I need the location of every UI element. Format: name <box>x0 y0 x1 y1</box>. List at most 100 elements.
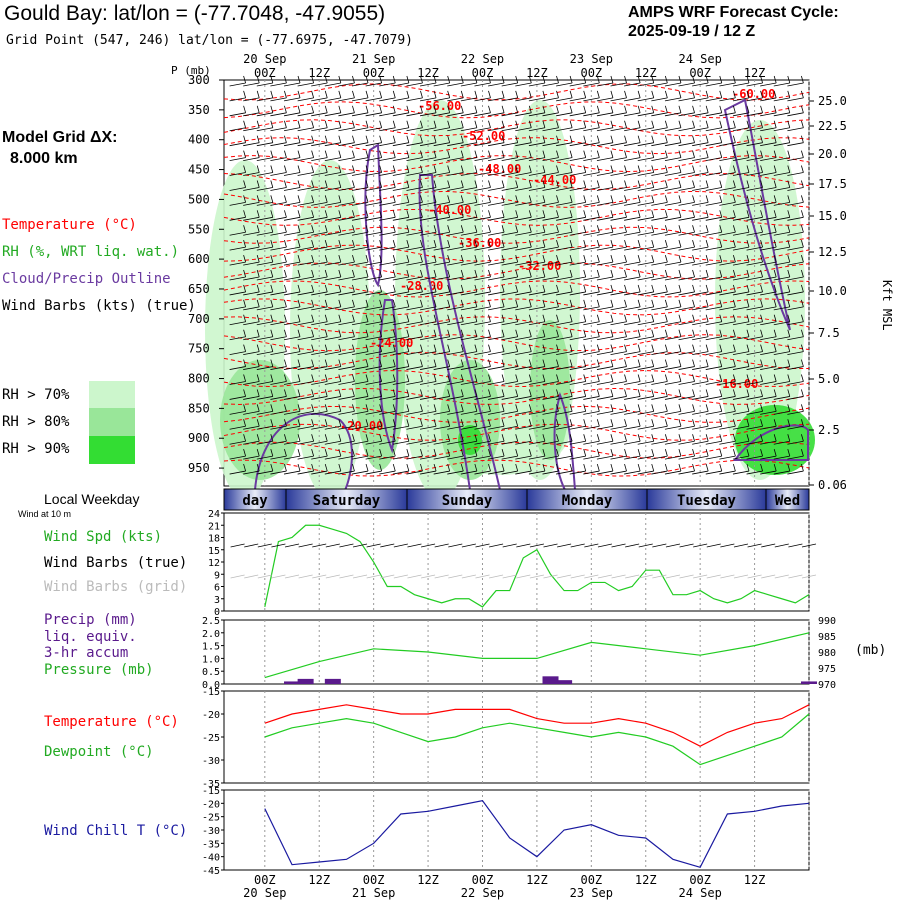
wind-barb <box>732 455 750 460</box>
wind-barb-flag <box>651 210 655 218</box>
wind-barb-flag <box>787 374 791 382</box>
wind-barb <box>283 261 301 266</box>
wind-barb <box>692 231 709 236</box>
wind-barb-flag <box>474 180 478 188</box>
wind-barb-flag <box>447 314 451 322</box>
wind-barb <box>705 172 722 176</box>
wind-barb-flag <box>610 105 614 113</box>
wind-barb-flag <box>501 105 505 113</box>
wind-barb <box>664 231 682 236</box>
wind-barb-flag <box>420 299 423 307</box>
wind-barb-flag <box>664 180 668 188</box>
wind-barb <box>283 425 301 430</box>
wind-barb-flag <box>406 210 410 218</box>
wind-barb <box>746 306 763 311</box>
wind-barb-flag <box>801 240 804 248</box>
wind-barb-flag <box>746 225 750 233</box>
wind-barb <box>229 470 246 475</box>
wind-barb <box>624 410 641 415</box>
wind-barb-flag <box>678 434 682 442</box>
wind-barb-flag <box>637 344 641 352</box>
wind-barb <box>488 381 505 385</box>
wind-barb-flag <box>297 105 301 113</box>
wind-barb <box>365 127 382 132</box>
pressure-tick-label: 600 <box>188 252 210 266</box>
wind-barb-flag <box>528 449 532 457</box>
wind-barb-flag <box>270 284 274 293</box>
wind-barb <box>692 425 709 430</box>
wind-barb <box>433 291 450 296</box>
wind-barb-flag <box>338 269 342 278</box>
wind-barb-flag <box>596 389 600 397</box>
wind-barb-flag <box>447 240 451 248</box>
grid-wind-barb <box>420 574 436 579</box>
wind-barb <box>569 306 586 311</box>
wind-barb <box>515 142 532 147</box>
wind-barb-flag <box>664 299 668 307</box>
wind-barb <box>542 321 559 326</box>
wind-barb-flag <box>284 344 287 352</box>
wind-barb <box>569 291 586 296</box>
wind-barb <box>433 321 450 326</box>
wind-barb-flag <box>719 165 723 173</box>
wind-barb <box>474 276 491 281</box>
wind-barb <box>556 246 573 251</box>
wind-barb-flag <box>583 135 587 143</box>
wind-barb <box>664 351 682 356</box>
wind-barb-flag <box>270 135 274 143</box>
pressure-tick-label: 985 <box>818 632 836 643</box>
wind-barb <box>270 336 287 341</box>
wind-barb-flag <box>760 180 763 188</box>
wind-barb <box>447 201 464 206</box>
wind-barb <box>610 112 627 117</box>
wind-barb-flag <box>365 329 369 337</box>
wind-barb <box>787 97 804 102</box>
wind-barb <box>556 306 573 311</box>
wind-barb-flag <box>420 329 423 337</box>
wind-barb <box>419 351 437 356</box>
wind-barb <box>229 321 246 326</box>
wind-barb-flag <box>542 254 546 263</box>
wind-chill-line <box>264 800 810 869</box>
wind-barb-flag <box>637 374 641 382</box>
wind-barb-flag <box>746 299 750 307</box>
wind-barb-flag <box>692 254 695 263</box>
wind-barb <box>583 97 600 102</box>
wind-barb-flag <box>556 344 559 352</box>
wind-barb <box>515 231 532 236</box>
grid-point-label: Grid Point (547, 246) lat/lon = (-77.697… <box>6 33 413 48</box>
wind-barb <box>488 440 505 445</box>
wind-barb-flag <box>501 240 505 248</box>
wind-barb <box>365 321 382 326</box>
wind-barb-flag <box>746 329 750 337</box>
wind-barb <box>460 396 477 400</box>
wind-barb-flag <box>664 225 668 233</box>
wind-barb <box>760 261 777 266</box>
wind-barb <box>433 112 450 117</box>
wind-barb <box>583 216 600 221</box>
wind-barb <box>760 381 777 385</box>
wind-barb-flag <box>610 374 614 382</box>
wind-barb-flag <box>732 135 736 143</box>
wind-barb-flag <box>338 359 342 367</box>
wind-barb-flag <box>501 389 505 397</box>
wind-barb <box>243 455 260 460</box>
wind-barb <box>678 455 695 460</box>
wind-barb <box>379 455 396 460</box>
wind-barb <box>773 261 790 266</box>
wind-barb <box>501 231 518 236</box>
panel-tick-label: -30 <box>202 826 220 837</box>
grid-wind-barb <box>801 574 817 579</box>
wind-barb <box>773 366 790 370</box>
wind-barb-flag <box>324 120 328 128</box>
wind-barb-flag <box>773 314 777 322</box>
wind-barb-flag <box>270 120 274 128</box>
grid-wind-barb <box>774 574 789 579</box>
wind-barb <box>460 231 477 236</box>
panel-tick-label: 2.0 <box>202 629 220 640</box>
wind-barb <box>692 112 709 117</box>
wind-barb-flag <box>297 404 301 412</box>
wind-barb-flag <box>515 359 519 367</box>
wind-barb <box>651 201 668 206</box>
wind-barb-flag <box>379 404 383 412</box>
